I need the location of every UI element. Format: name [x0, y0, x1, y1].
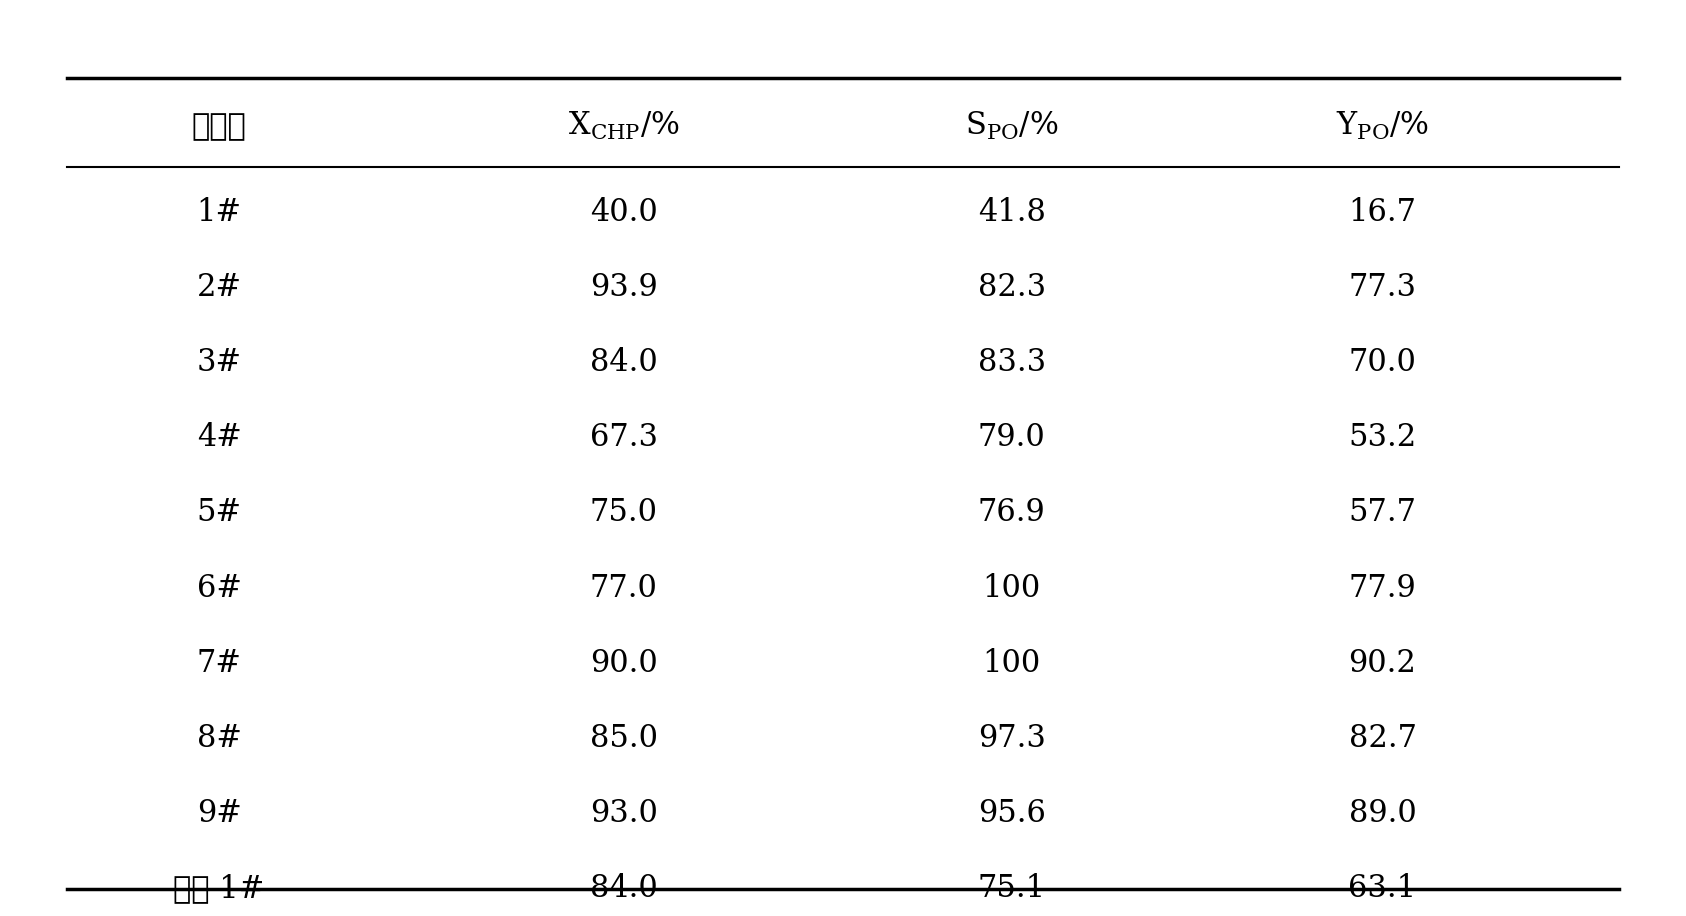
Text: 79.0: 79.0 — [978, 422, 1045, 453]
Text: 89.0: 89.0 — [1349, 798, 1416, 829]
Text: 100: 100 — [983, 572, 1040, 604]
Text: $\mathregular{S_{PO}}$/%: $\mathregular{S_{PO}}$/% — [964, 110, 1059, 143]
Text: $\mathregular{Y_{PO}}$/%: $\mathregular{Y_{PO}}$/% — [1335, 110, 1430, 143]
Text: 3#: 3# — [197, 347, 241, 378]
Text: 对比 1#: 对比 1# — [174, 873, 265, 904]
Text: 40.0: 40.0 — [590, 197, 658, 228]
Text: 76.9: 76.9 — [978, 497, 1045, 529]
Text: 83.3: 83.3 — [978, 347, 1045, 378]
Text: 95.6: 95.6 — [978, 798, 1045, 829]
Text: 5#: 5# — [197, 497, 241, 529]
Text: 1#: 1# — [197, 197, 241, 228]
Text: 84.0: 84.0 — [590, 873, 658, 904]
Text: 75.0: 75.0 — [590, 497, 658, 529]
Text: 2#: 2# — [197, 272, 241, 303]
Text: 70.0: 70.0 — [1349, 347, 1416, 378]
Text: 93.9: 93.9 — [590, 272, 658, 303]
Text: $\mathregular{X_{CHP}}$/%: $\mathregular{X_{CHP}}$/% — [568, 110, 679, 143]
Text: 77.3: 77.3 — [1349, 272, 1416, 303]
Text: 90.2: 90.2 — [1349, 648, 1416, 679]
Text: 催化剂: 催化剂 — [192, 111, 246, 142]
Text: 8#: 8# — [197, 723, 241, 754]
Text: 85.0: 85.0 — [590, 723, 658, 754]
Text: 53.2: 53.2 — [1349, 422, 1416, 453]
Text: 4#: 4# — [197, 422, 241, 453]
Text: 9#: 9# — [197, 798, 241, 829]
Text: 75.1: 75.1 — [978, 873, 1045, 904]
Text: 63.1: 63.1 — [1349, 873, 1416, 904]
Text: 100: 100 — [983, 648, 1040, 679]
Text: 67.3: 67.3 — [590, 422, 658, 453]
Text: 90.0: 90.0 — [590, 648, 658, 679]
Text: 93.0: 93.0 — [590, 798, 658, 829]
Text: 16.7: 16.7 — [1349, 197, 1416, 228]
Text: 77.9: 77.9 — [1349, 572, 1416, 604]
Text: 41.8: 41.8 — [978, 197, 1045, 228]
Text: 77.0: 77.0 — [590, 572, 658, 604]
Text: 84.0: 84.0 — [590, 347, 658, 378]
Text: 82.7: 82.7 — [1349, 723, 1416, 754]
Text: 57.7: 57.7 — [1349, 497, 1416, 529]
Text: 7#: 7# — [197, 648, 241, 679]
Text: 6#: 6# — [197, 572, 241, 604]
Text: 82.3: 82.3 — [978, 272, 1045, 303]
Text: 97.3: 97.3 — [978, 723, 1045, 754]
